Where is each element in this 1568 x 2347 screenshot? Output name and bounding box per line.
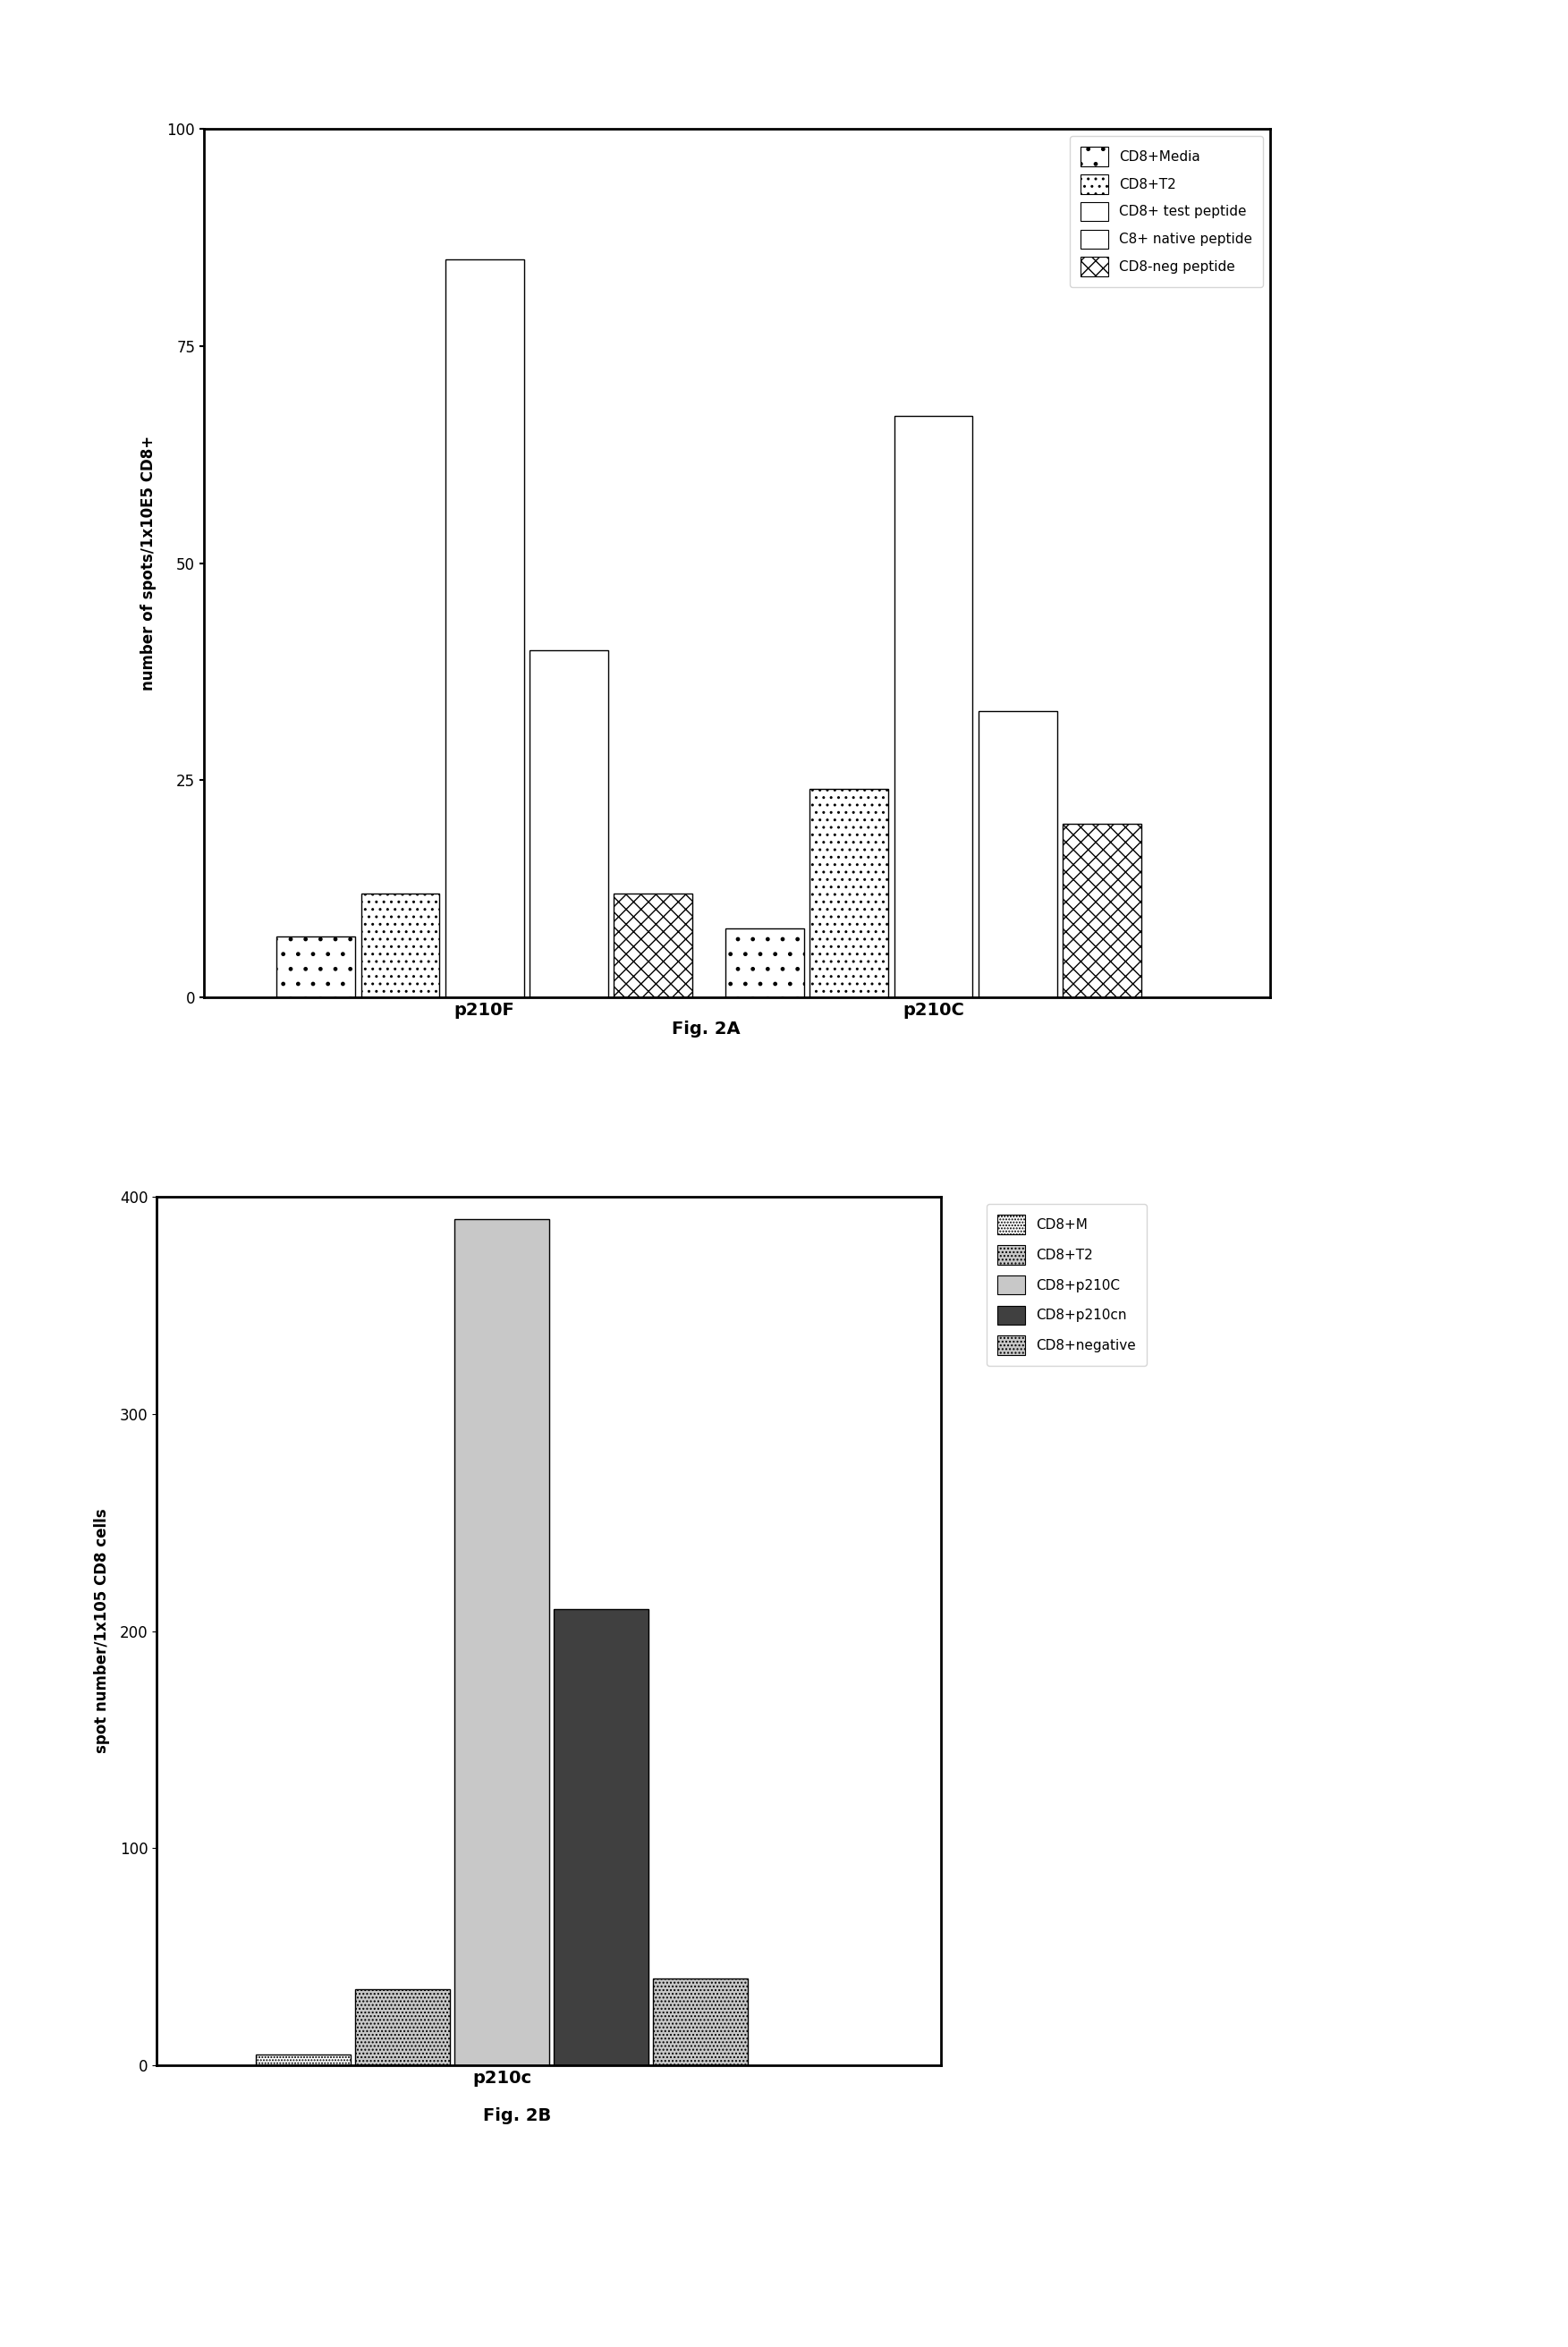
Bar	[356, 1990, 450, 2065]
Legend: CD8+M, CD8+T2, CD8+p210C, CD8+p210cn, CD8+negative: CD8+M, CD8+T2, CD8+p210C, CD8+p210cn, CD…	[986, 1204, 1146, 1366]
Bar	[894, 415, 972, 997]
Bar	[455, 1218, 549, 2065]
Bar	[361, 894, 439, 997]
Bar	[811, 789, 889, 997]
Bar	[530, 650, 608, 997]
Bar	[613, 894, 691, 997]
Bar	[654, 1979, 748, 2065]
Bar	[445, 261, 524, 997]
Text: Fig. 2B: Fig. 2B	[483, 2108, 552, 2124]
Bar	[256, 2054, 350, 2065]
Bar	[978, 711, 1057, 997]
Bar	[278, 936, 356, 997]
Bar	[1063, 824, 1142, 997]
Bar	[726, 927, 804, 997]
Y-axis label: number of spots/1x10E5 CD8+: number of spots/1x10E5 CD8+	[141, 437, 157, 690]
Y-axis label: spot number/1x105 CD8 cells: spot number/1x105 CD8 cells	[94, 1509, 110, 1753]
Bar	[554, 1610, 648, 2065]
Legend: CD8+Media, CD8+T2, CD8+ test peptide, C8+ native peptide, CD8-neg peptide: CD8+Media, CD8+T2, CD8+ test peptide, C8…	[1069, 136, 1264, 286]
Text: Fig. 2A: Fig. 2A	[671, 1021, 740, 1037]
